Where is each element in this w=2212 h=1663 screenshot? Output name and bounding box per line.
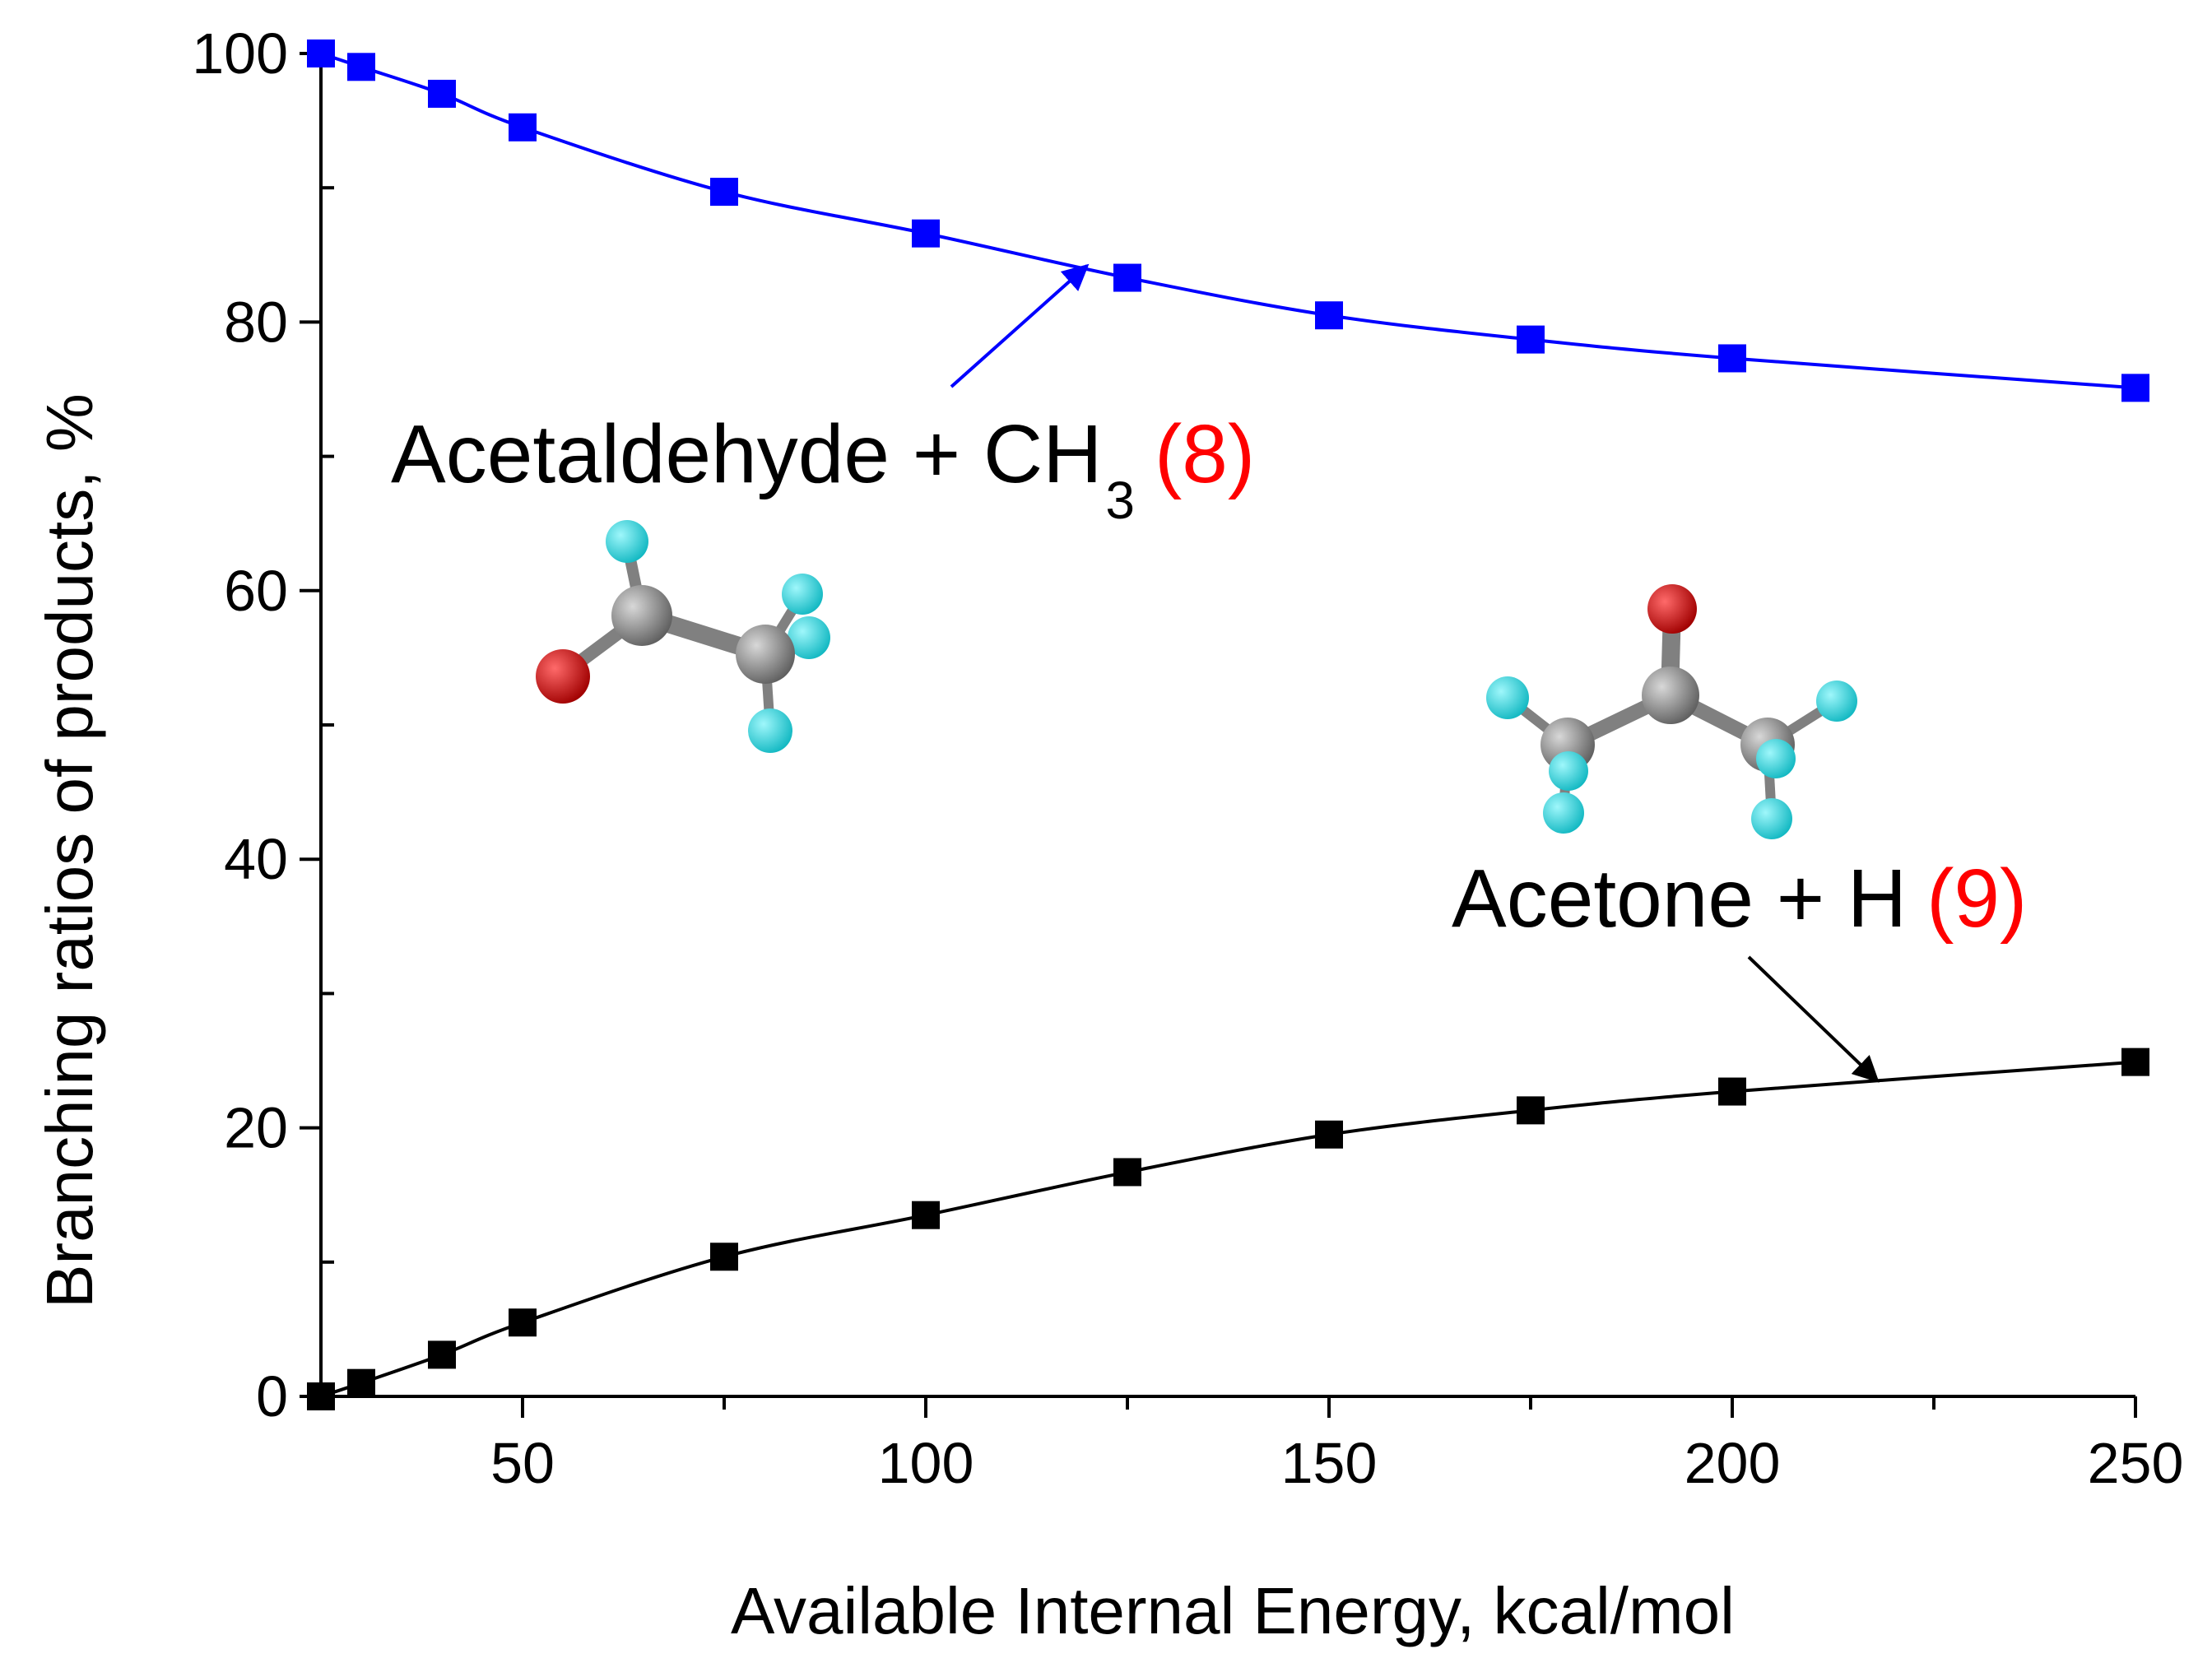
acetone-number: (9) [1926,852,2027,945]
data-point-1 [710,1243,738,1271]
hydrogen-atom [1816,681,1857,722]
carbon-atom [611,585,672,646]
x-tick-label: 200 [1685,1431,1781,1495]
acetaldehyde-annotation: Acetaldehyde + CH3 (8) [391,408,1255,530]
data-point-1 [2121,1048,2149,1076]
data-point-0 [2121,374,2149,402]
data-point-1 [509,1308,537,1337]
data-point-0 [710,178,738,207]
x-tick-label: 100 [878,1431,974,1495]
hydrogen-atom [1549,751,1588,791]
y-tick-label: 60 [224,559,288,623]
data-point-0 [1517,325,1545,354]
hydrogen-atom [1486,676,1529,719]
data-point-1 [307,1382,335,1410]
acetaldehyde-number: (8) [1155,408,1255,500]
oxygen-atom [536,649,590,704]
carbon-atom [736,625,795,684]
data-point-1 [347,1368,375,1397]
data-point-0 [1113,263,1141,292]
data-point-0 [428,79,456,108]
acetone-arrow [1747,955,1880,1083]
hydrogen-atom [782,574,823,615]
y-tick-label: 0 [256,1364,288,1428]
acetaldehyde-label: Acetaldehyde + CH [391,408,1102,500]
y-tick-label: 100 [192,21,288,86]
data-point-0 [307,39,335,67]
y-axis-title: Branching ratios of products, % [33,393,106,1308]
data-point-1 [428,1340,456,1369]
acetone-molecule [1486,584,1857,839]
hydrogen-atom [606,520,648,563]
data-point-1 [1113,1158,1141,1187]
ch3-subscript: 3 [1105,471,1135,530]
hydrogen-atom [1751,798,1792,839]
data-point-0 [912,219,940,248]
data-point-0 [1718,344,1746,373]
series-line-0 [320,52,2136,390]
y-tick-label: 40 [224,827,288,891]
x-axis-title: Available Internal Energy, kcal/mol [731,1574,1735,1647]
data-point-0 [347,53,375,81]
y-tick-label: 20 [224,1096,288,1160]
data-point-1 [912,1201,940,1229]
hydrogen-atom [1756,739,1796,778]
hydrogen-atom [788,616,830,659]
x-tick-label: 50 [490,1431,555,1495]
acetone-label: Acetone + H [1452,852,1907,945]
data-point-0 [509,113,537,142]
acetone-annotation: Acetone + H (9) [1452,852,2027,945]
hydrogen-atom [1543,792,1584,834]
data-point-1 [1315,1120,1343,1149]
acetyl-radical-molecule [536,520,830,753]
x-tick-label: 150 [1281,1431,1378,1495]
carbon-atom [1642,667,1699,724]
hydrogen-atom [748,708,792,753]
acetaldehyde-arrow [950,263,1090,388]
plot-area: 0 20 40 60 80 100 50 100 150 200 250 [192,21,2183,1495]
y-tick-label: 80 [224,290,288,354]
data-point-0 [1315,301,1343,330]
oxygen-atom [1647,584,1697,634]
series-line-1 [320,1060,2136,1398]
x-tick-label: 250 [2088,1431,2184,1495]
data-point-1 [1718,1077,1746,1106]
data-point-1 [1517,1096,1545,1125]
